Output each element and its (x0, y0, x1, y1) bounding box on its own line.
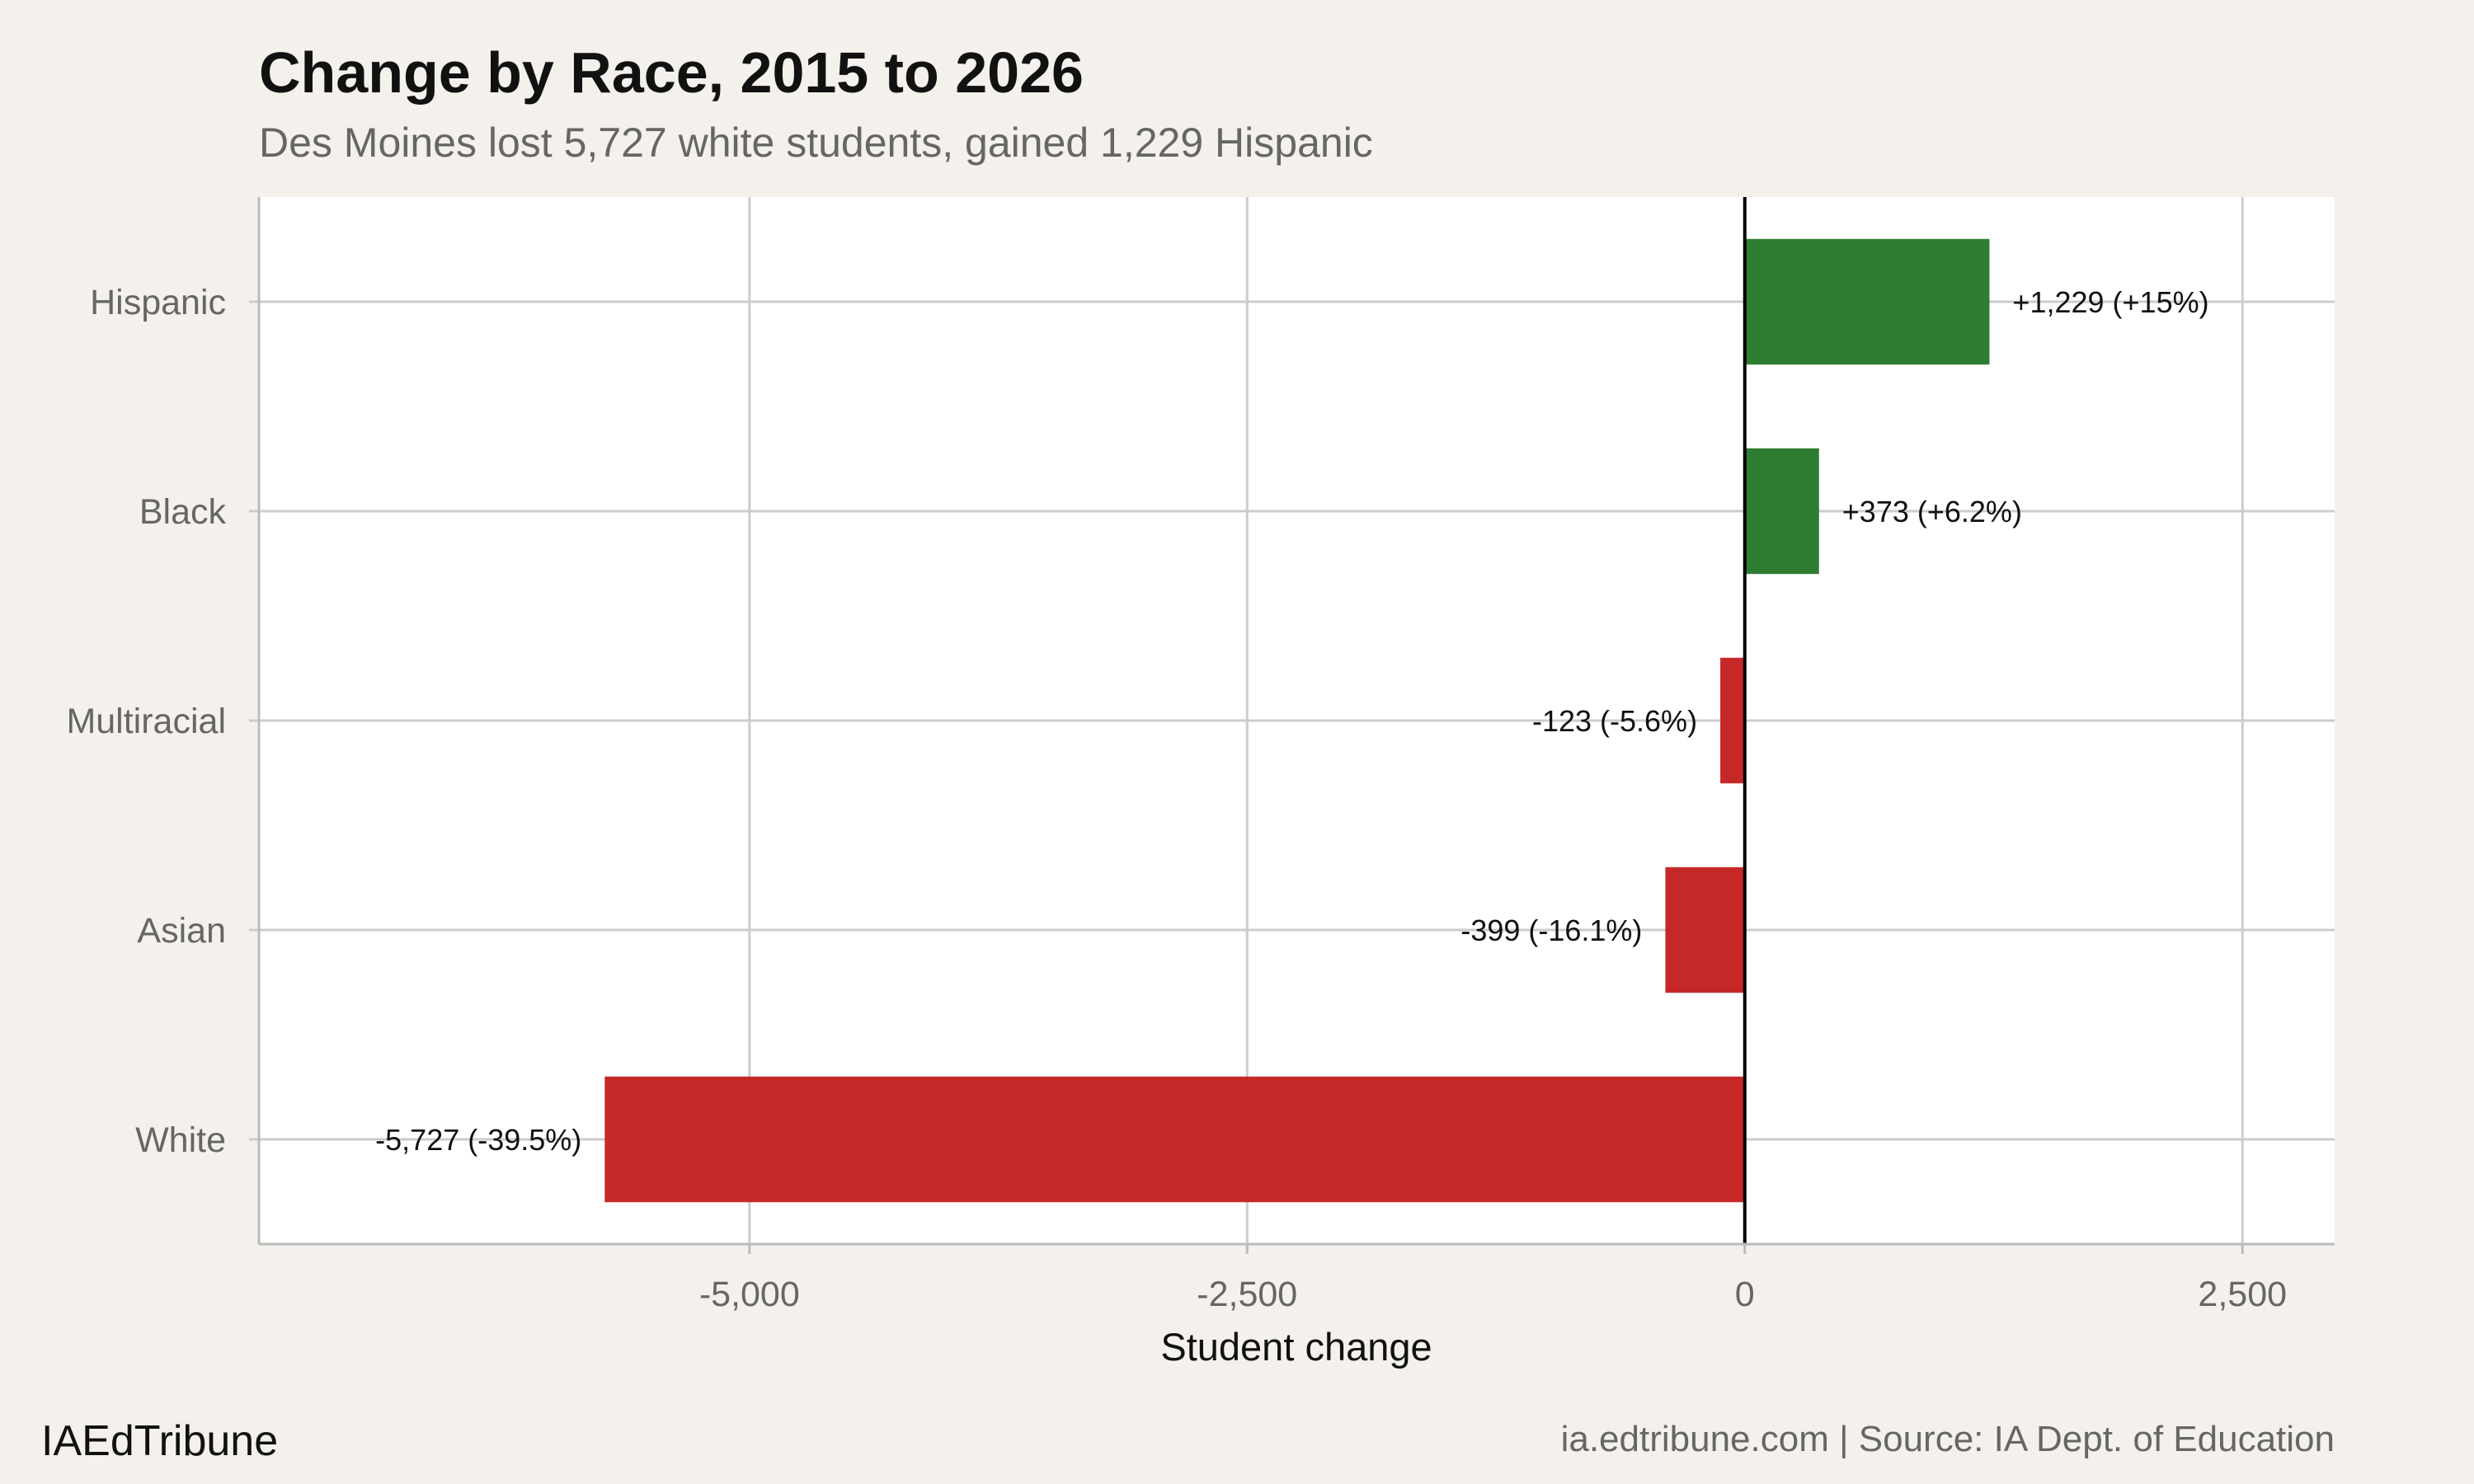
bar-hispanic (1744, 238, 1990, 365)
x-tick-label: -5,000 (699, 1275, 800, 1314)
data-label: +1,229 (+15%) (2012, 285, 2208, 319)
y-tick-label: Multiracial (66, 702, 226, 741)
x-tick-label: 2,500 (2198, 1275, 2287, 1314)
y-tick-label: Hispanic (90, 283, 226, 322)
x-axis-label: Student change (1160, 1325, 1432, 1369)
data-label: +373 (+6.2%) (1842, 495, 2022, 528)
x-tick-label: -2,500 (1197, 1275, 1297, 1314)
y-tick-label: Black (139, 492, 227, 532)
data-label: -123 (-5.6%) (1532, 704, 1697, 738)
y-tick-label: White (135, 1120, 226, 1160)
data-label: -5,727 (-39.5%) (375, 1123, 581, 1157)
bar-black (1744, 448, 1819, 575)
x-tick-label: 0 (1735, 1275, 1755, 1314)
data-label: -399 (-16.1%) (1460, 913, 1642, 947)
chart-title: Change by Race, 2015 to 2026 (259, 40, 1084, 105)
bar-white (604, 1076, 1745, 1203)
brand-logo: IAEdTribune (41, 1417, 278, 1465)
bar-asian (1665, 866, 1745, 993)
chart-subtitle: Des Moines lost 5,727 white students, ga… (259, 120, 1373, 166)
bar-multiracial (1720, 657, 1745, 784)
source-note: ia.edtribune.com | Source: IA Dept. of E… (1561, 1419, 2335, 1459)
y-tick-label: Asian (137, 911, 226, 951)
